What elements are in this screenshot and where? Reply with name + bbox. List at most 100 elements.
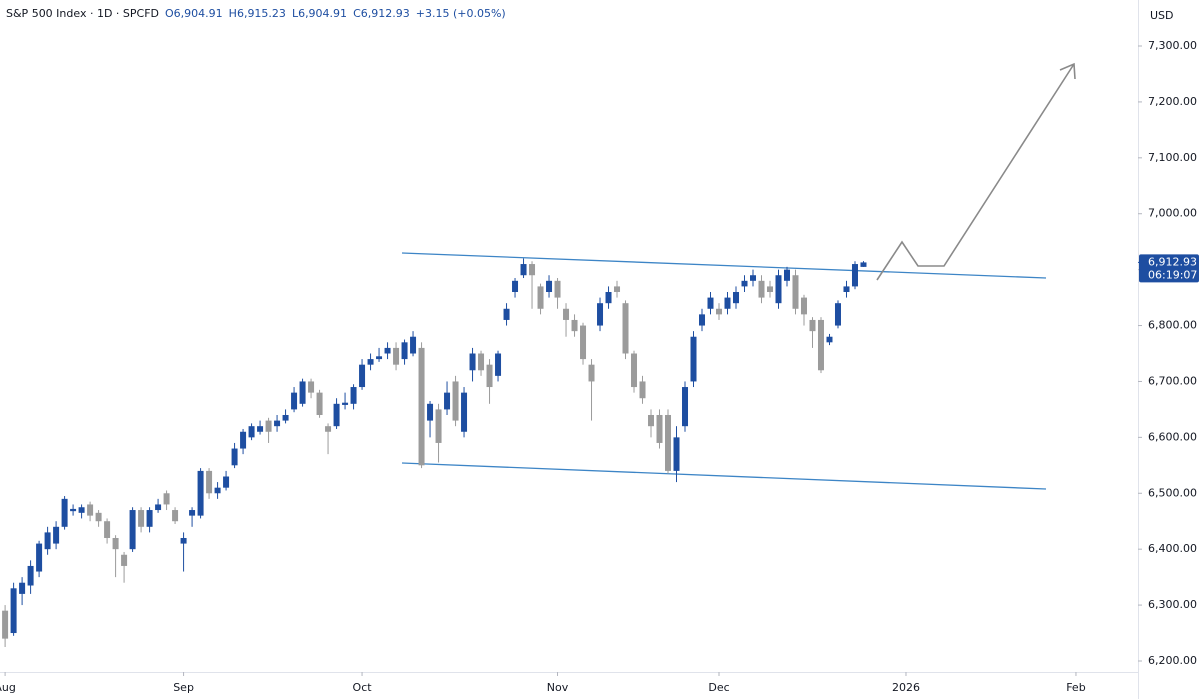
y-tick-label: 7,300.00 — [1148, 39, 1197, 52]
candle-body — [240, 431, 247, 449]
candle-body — [563, 308, 570, 320]
candle-body — [690, 336, 697, 382]
candle-body — [554, 280, 561, 298]
x-tick-label: Nov — [547, 681, 569, 694]
y-tick-label: 6,800.00 — [1148, 319, 1197, 332]
ohlc-value: L6,904.91 — [292, 7, 347, 20]
x-tick-label: Dec — [708, 681, 729, 694]
candle-body — [588, 364, 595, 382]
chart-title: S&P 500 Index · 1D · SPCFD — [6, 7, 159, 20]
candle-body — [163, 493, 170, 505]
candle-body — [129, 510, 136, 550]
candle-body — [486, 364, 493, 388]
candle-body — [206, 470, 213, 494]
channel-upper — [401, 252, 1047, 279]
candle-body — [469, 353, 476, 371]
candle-body — [367, 359, 374, 365]
candle-body — [418, 347, 425, 466]
candle-body — [512, 280, 519, 293]
candle-body — [503, 308, 510, 320]
candle-body — [733, 292, 740, 304]
y-tick-label: 6,500.00 — [1148, 486, 1197, 499]
candle-body — [95, 512, 102, 522]
y-tick-label: 6,400.00 — [1148, 542, 1197, 555]
y-tick-label: 7,000.00 — [1148, 207, 1197, 220]
candle-body — [673, 437, 680, 471]
x-tick-label: Feb — [1066, 681, 1085, 694]
candle-body — [291, 392, 298, 410]
drawings — [401, 62, 1076, 490]
candle-body — [325, 426, 332, 432]
countdown: 06:19:07 — [1148, 268, 1197, 281]
candle-body — [766, 286, 773, 293]
candle-body — [265, 420, 272, 432]
candle-body — [146, 510, 153, 527]
candle-body — [758, 280, 765, 298]
candle-body — [546, 280, 553, 293]
candle-body — [597, 303, 604, 326]
candle-body — [707, 297, 714, 309]
candle-body — [2, 610, 9, 639]
candle-body — [716, 308, 723, 315]
candle-body — [27, 565, 34, 586]
candle-body — [274, 420, 281, 427]
x-tick-label: Aug — [0, 681, 16, 694]
candle-body — [172, 510, 179, 522]
candle-body — [750, 275, 757, 281]
candle-body — [571, 319, 578, 332]
candle-body — [495, 353, 502, 376]
candle-body — [257, 426, 264, 432]
candle-body — [478, 353, 485, 371]
candle-body — [614, 286, 621, 293]
candle-body — [699, 314, 706, 326]
candle-body — [444, 392, 451, 410]
candle-body — [461, 392, 468, 432]
ohlc-header: O6,904.91 H6,915.23 L6,904.91 C6,912.93 +3.1… — [165, 7, 506, 20]
candle-body — [834, 303, 841, 326]
candle-body — [631, 353, 638, 388]
candle-body — [44, 532, 51, 550]
candle-body — [155, 504, 162, 511]
x-tick-label: 2026 — [892, 681, 920, 694]
x-tick-label: Oct — [353, 681, 373, 694]
y-tick-label: 6,700.00 — [1148, 374, 1197, 387]
candle-body — [104, 521, 111, 538]
candle-body — [359, 364, 366, 388]
candle-body — [308, 381, 315, 393]
candle-body — [648, 414, 655, 427]
candle-body — [817, 319, 824, 371]
candle-body — [70, 508, 77, 512]
candle-body — [427, 403, 434, 421]
arrow-head — [1059, 62, 1076, 80]
candle-body — [393, 347, 400, 365]
candle-body — [36, 543, 43, 572]
candle-body — [775, 275, 782, 304]
candle-body — [384, 347, 391, 354]
candle-body — [851, 264, 858, 287]
candle-body — [180, 537, 187, 544]
x-tick-label: Sep — [173, 681, 194, 694]
candle-body — [10, 588, 17, 634]
ohlc-value: +3.15 (+0.05%) — [416, 7, 506, 20]
projection-arrow — [876, 63, 1075, 281]
candle-body — [520, 264, 527, 276]
candle-body — [248, 426, 255, 438]
candle-body — [350, 387, 357, 404]
candle-body — [333, 403, 340, 427]
candle-body — [214, 487, 221, 494]
candle-body — [78, 507, 85, 513]
candle-body — [19, 582, 26, 594]
candle-body — [61, 498, 68, 527]
y-tick-label: 7,100.00 — [1148, 151, 1197, 164]
candle-body — [410, 336, 417, 354]
candle-body — [724, 297, 731, 309]
candle-body — [299, 381, 306, 404]
candle-body — [138, 510, 145, 527]
candle-body — [376, 356, 383, 360]
ohlc-value: H6,915.23 — [229, 7, 286, 20]
candle-body — [197, 470, 204, 516]
candle-body — [223, 476, 230, 488]
candle-body — [792, 275, 799, 309]
